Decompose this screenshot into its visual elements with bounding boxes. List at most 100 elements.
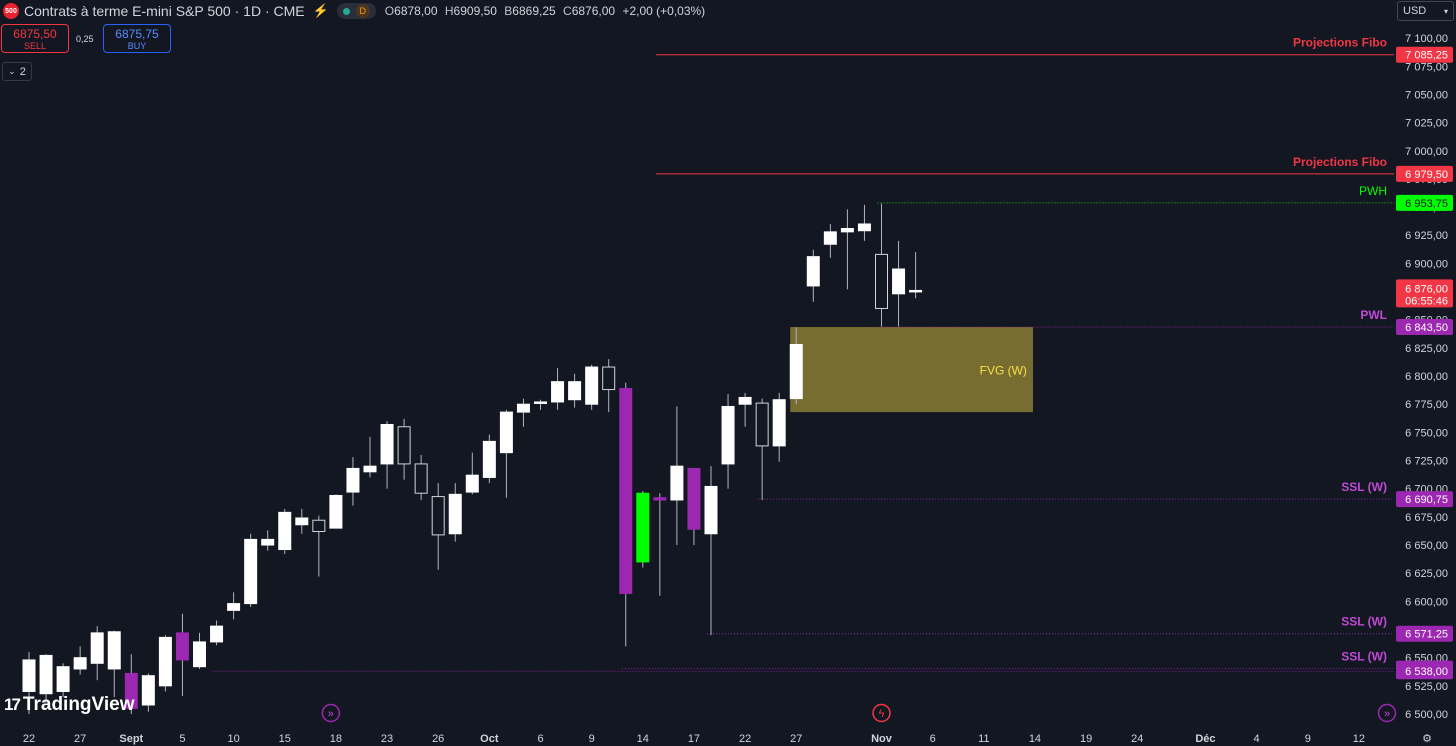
level-price-tag-text: 6 571,25 [1405, 629, 1448, 641]
x-tick-label: 14 [637, 733, 649, 745]
level-label: PWL [1360, 308, 1387, 322]
level-price-tag [1396, 663, 1453, 680]
candle [22, 652, 36, 714]
candle-body [568, 381, 582, 401]
sell-button[interactable]: 6875,50 SELL [1, 24, 69, 53]
y-tick-label: 6 600,00 [1405, 596, 1448, 608]
event-glyph: » [1384, 708, 1390, 720]
level-label: SSL (W) [1341, 650, 1387, 664]
candle-body [738, 396, 752, 405]
level-price-tag [1396, 625, 1453, 642]
candle [141, 673, 155, 712]
candle-body [295, 517, 309, 526]
buy-button[interactable]: 6875,75 BUY [103, 24, 171, 53]
market-status-pill[interactable]: D [336, 3, 376, 19]
candle-body [875, 253, 888, 309]
candle-body [244, 538, 258, 605]
candle [789, 327, 803, 405]
candle-body [482, 440, 496, 478]
economic-event-icon[interactable]: » [1377, 703, 1397, 723]
candle-body [704, 485, 718, 535]
candle-body [619, 387, 633, 594]
candle [278, 508, 292, 555]
chevron-down-icon: ▾ [1443, 6, 1448, 16]
open-value: 6878,00 [394, 4, 438, 18]
candle [124, 654, 138, 714]
candle [158, 635, 172, 692]
candle [823, 223, 837, 258]
candle-body [73, 657, 87, 670]
bar-countdown: 06:55:46 [1405, 295, 1448, 307]
market-open-dot-icon [342, 7, 350, 15]
symbol-header: 500 Contrats à terme E-mini S&P 500 · 1D… [0, 0, 705, 22]
event-circle [1377, 703, 1397, 723]
settings-gear-icon[interactable]: ⚙ [1422, 733, 1432, 745]
x-tick-label: 4 [1254, 733, 1260, 745]
y-tick-label: 6 625,00 [1405, 568, 1448, 580]
candle-body [124, 672, 138, 709]
level-price-tag-text: 6 690,75 [1405, 494, 1448, 506]
candle [346, 457, 360, 506]
symbol-title[interactable]: Contrats à terme E-mini S&P 500 · 1D · C… [24, 3, 305, 19]
candle-body [414, 463, 428, 494]
event-glyph: » [328, 708, 334, 720]
candle [56, 663, 70, 698]
candle [806, 249, 820, 302]
buy-label: BUY [127, 41, 147, 51]
candle [397, 418, 411, 480]
candle [482, 434, 496, 484]
candle-body [721, 405, 735, 465]
candle [363, 436, 377, 478]
y-tick-label: 6 900,00 [1405, 258, 1448, 270]
candle-body [261, 538, 275, 546]
candle-body [602, 366, 616, 391]
candle-body [892, 268, 906, 295]
candle [193, 632, 206, 669]
candle-body [431, 496, 445, 536]
earnings-event-icon[interactable]: ϟ [872, 703, 891, 723]
candle-body [534, 401, 547, 404]
y-tick-label: 6 500,00 [1405, 709, 1448, 721]
candle [414, 454, 428, 500]
candle-body [22, 659, 36, 692]
candle-body [806, 256, 820, 287]
symbol-logo[interactable]: 500 [3, 3, 19, 19]
candle-body [90, 632, 104, 664]
candle [857, 204, 871, 241]
candle [568, 373, 582, 408]
x-tick-label: 24 [1131, 733, 1143, 745]
candle [670, 406, 684, 546]
level-price-tag-text: 7 085,25 [1405, 50, 1448, 62]
candle-body [772, 399, 786, 447]
tradingview-logo[interactable]: 17 TradingView [4, 694, 135, 716]
economic-event-icon[interactable]: » [321, 703, 341, 723]
level-price-tag-text: 6 953,75 [1405, 198, 1448, 210]
candle-body [312, 519, 326, 533]
y-tick-label: 7 100,00 [1405, 33, 1448, 45]
change-value: +2,00 (+0,03%) [622, 4, 706, 18]
candle-body [363, 465, 377, 473]
sell-label: SELL [23, 41, 47, 51]
x-tick-label: 10 [227, 733, 239, 745]
current-price-tag [1396, 279, 1453, 308]
y-tick-label: 6 825,00 [1405, 343, 1448, 355]
currency-select[interactable]: USD ▾ [1397, 1, 1454, 21]
candle [431, 483, 445, 570]
candle-body [636, 492, 650, 563]
candle [107, 630, 121, 698]
candle [721, 394, 735, 489]
buy-price: 6875,75 [115, 27, 159, 41]
candle [312, 515, 326, 577]
candle-body [687, 467, 701, 530]
candle [227, 592, 241, 620]
low-value: 6869,25 [512, 4, 556, 18]
indicators-toggle[interactable]: ⌄ 2 [2, 62, 32, 81]
y-tick-label: 6 925,00 [1405, 230, 1448, 242]
y-tick-label: 6 800,00 [1405, 371, 1448, 383]
candle-body [158, 636, 172, 687]
candle [636, 490, 650, 568]
lightning-icon[interactable]: ⚡ [312, 3, 329, 18]
candle [380, 421, 394, 489]
candle-body [857, 223, 871, 232]
